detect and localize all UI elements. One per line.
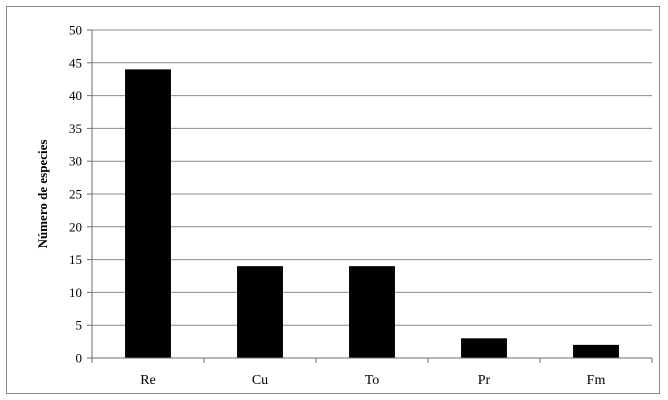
y-tick-label: 45 — [69, 55, 82, 70]
bar-pr — [461, 338, 507, 358]
bar-fm — [573, 344, 619, 358]
bar-re — [125, 69, 171, 359]
y-tick-label: 40 — [69, 88, 82, 103]
bar-to — [349, 266, 395, 358]
x-tick-label: Cu — [252, 373, 268, 388]
bar-cu — [237, 266, 283, 358]
y-tick-label: 10 — [69, 285, 82, 300]
y-axis-ticks: 0 5 10 15 20 25 30 35 40 45 50 — [69, 23, 93, 366]
x-tick-label: To — [365, 373, 380, 388]
y-tick-label: 15 — [69, 252, 82, 267]
x-tick-label: Re — [140, 373, 156, 388]
y-tick-label: 0 — [76, 351, 83, 366]
y-tick-label: 20 — [69, 219, 82, 234]
bars — [125, 69, 619, 359]
x-tick-label: Pr — [478, 373, 491, 388]
y-axis-label: Número de especies — [35, 140, 50, 249]
y-tick-label: 5 — [76, 318, 83, 333]
gridlines — [92, 29, 652, 326]
y-tick-label: 35 — [69, 121, 82, 136]
x-axis-ticks: Re Cu To Pr Fm — [91, 358, 653, 388]
x-tick-label: Fm — [587, 373, 606, 388]
chart-frame — [6, 6, 660, 394]
y-tick-label: 25 — [69, 187, 82, 202]
y-tick-label: 30 — [69, 154, 82, 169]
y-tick-label: 50 — [69, 23, 82, 38]
